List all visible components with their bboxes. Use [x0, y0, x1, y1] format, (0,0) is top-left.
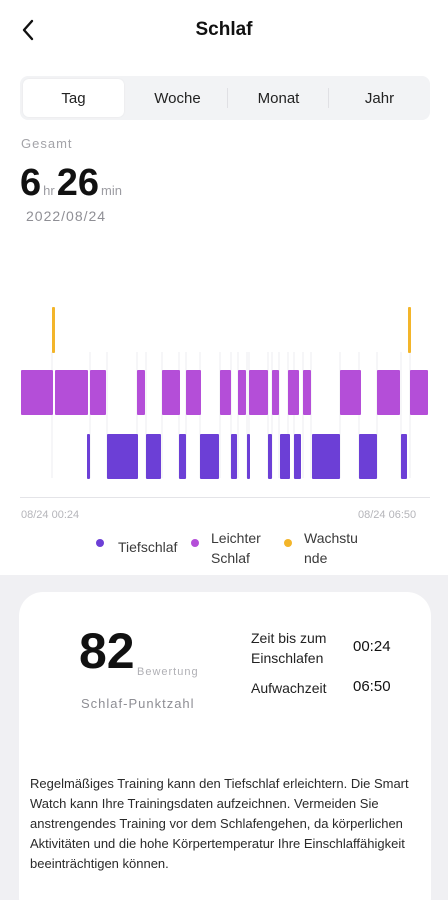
- deep-sleep-segment: [200, 434, 219, 479]
- duration-minutes: 26: [56, 162, 99, 204]
- light-sleep-segment: [186, 370, 201, 415]
- deep-sleep-segment: [312, 434, 340, 479]
- deep-sleep-segment: [247, 434, 250, 479]
- deep-sleep-segment: [359, 434, 377, 479]
- sleep-date: 2022/08/24: [26, 208, 107, 224]
- chevron-left-icon: [22, 19, 34, 41]
- x-start-label: 08/24 00:24: [21, 509, 80, 521]
- light-sleep-segment: [288, 370, 299, 415]
- light-sleep-segment: [90, 370, 106, 415]
- light-sleep-segment: [377, 370, 400, 415]
- legend-label: Leichter Schlaf: [211, 530, 261, 566]
- fall-asleep-label: Zeit bis zum Einschlafen: [251, 630, 327, 666]
- light-sleep-segment: [340, 370, 361, 415]
- legend-label: Tiefschlaf: [118, 539, 178, 555]
- sleep-stage-chart: [21, 307, 428, 479]
- awake-segment: [408, 307, 411, 353]
- deep-sleep-segment: [107, 434, 138, 479]
- score-unit: Bewertung: [137, 666, 199, 678]
- total-label: Gesamt: [21, 136, 73, 151]
- tab-label: Tag: [61, 89, 86, 107]
- deep-sleep-segment: [146, 434, 161, 479]
- header: Schlaf: [0, 0, 448, 60]
- duration-hours: 6: [20, 162, 42, 204]
- light-sleep-segment: [21, 370, 53, 415]
- x-end-label: 08/24 06:50: [358, 509, 417, 521]
- deep-sleep-segment: [231, 434, 237, 479]
- chart-axis-line: [20, 497, 430, 498]
- duration-minutes-unit: min: [100, 183, 122, 198]
- light-sleep-segment: [220, 370, 231, 415]
- deep-sleep-segment: [268, 434, 272, 479]
- score-label: Schlaf-Punktzahl: [81, 696, 195, 711]
- page-title: Schlaf: [195, 19, 253, 40]
- tab-label: Jahr: [364, 89, 395, 107]
- awake-segment: [52, 307, 55, 353]
- deep-sleep-segment: [401, 434, 407, 479]
- legend-dot-awake: [284, 539, 292, 547]
- legend-label: Wachstunde: [304, 530, 358, 566]
- sleep-score: 82: [79, 623, 135, 679]
- light-sleep-segment: [410, 370, 428, 415]
- light-sleep-segment: [249, 370, 268, 415]
- legend-dot-deep: [96, 539, 104, 547]
- light-sleep-segment: [162, 370, 180, 415]
- total-duration: 6 hr 26 min: [20, 162, 124, 205]
- light-sleep-segment: [55, 370, 88, 415]
- deep-sleep-segment: [280, 434, 290, 479]
- tab-year[interactable]: Jahr: [329, 76, 430, 120]
- deep-sleep-segment: [87, 434, 90, 479]
- tab-label: Monat: [257, 89, 300, 107]
- score-card: 82 Bewertung Schlaf-Punktzahl Zeit bis z…: [19, 592, 431, 922]
- tab-divider: [328, 88, 329, 108]
- tab-divider: [227, 88, 228, 108]
- light-sleep-segment: [272, 370, 279, 415]
- period-tabs: Tag Woche Monat Jahr: [20, 76, 430, 120]
- fall-asleep-value: 00:24: [353, 638, 391, 655]
- deep-sleep-segment: [179, 434, 186, 479]
- wake-time-value: 06:50: [353, 678, 391, 695]
- back-button[interactable]: [14, 16, 42, 44]
- tab-week[interactable]: Woche: [127, 76, 228, 120]
- tab-day[interactable]: Tag: [23, 79, 124, 117]
- legend-dot-light: [191, 539, 199, 547]
- light-sleep-segment: [137, 370, 145, 415]
- duration-hours-unit: hr: [43, 183, 55, 198]
- sleep-advice: Regelmäßiges Training kann den Tiefschla…: [30, 776, 409, 871]
- light-sleep-segment: [238, 370, 246, 415]
- light-sleep-segment: [303, 370, 311, 415]
- wake-time-label: Aufwachzeit: [251, 680, 327, 696]
- deep-sleep-segment: [294, 434, 301, 479]
- tab-month[interactable]: Monat: [228, 76, 329, 120]
- tab-label: Woche: [154, 89, 201, 107]
